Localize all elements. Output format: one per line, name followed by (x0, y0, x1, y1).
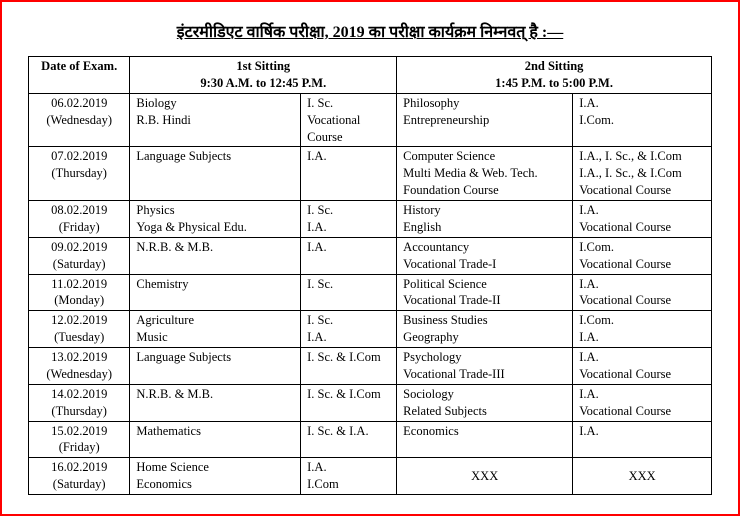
date-cell: 09.02.2019(Saturday) (29, 237, 130, 274)
sitting1-streams: I. Sc.Vocational Course (301, 93, 397, 147)
header-date: Date of Exam. (29, 57, 130, 94)
sitting1-streams: I. Sc.I.A. (301, 311, 397, 348)
sitting2-subjects: Computer ScienceMulti Media & Web. Tech.… (397, 147, 573, 201)
sitting1-streams: I. Sc. & I.A. (301, 421, 397, 458)
page-title: इंटरमीडिएट वार्षिक परीक्षा, 2019 का परीक… (28, 20, 712, 42)
table-row: 09.02.2019(Saturday)N.R.B. & M.B.I.A.Acc… (29, 237, 712, 274)
sitting1-subjects: Language Subjects (130, 147, 301, 201)
table-row: 07.02.2019(Thursday)Language SubjectsI.A… (29, 147, 712, 201)
sitting2-streams: I.A., I. Sc., & I.ComI.A., I. Sc., & I.C… (573, 147, 712, 201)
sitting2-subjects: SociologyRelated Subjects (397, 384, 573, 421)
date-cell: 16.02.2019(Saturday) (29, 458, 130, 495)
sitting2-streams: I.A.Vocational Course (573, 384, 712, 421)
header-sitting2: 2nd Sitting 1:45 P.M. to 5:00 P.M. (397, 57, 712, 94)
header-sitting1: 1st Sitting 9:30 A.M. to 12:45 P.M. (130, 57, 397, 94)
table-row: 14.02.2019(Thursday)N.R.B. & M.B.I. Sc. … (29, 384, 712, 421)
sitting2-streams: I.A.Vocational Course (573, 201, 712, 238)
table-row: 06.02.2019(Wednesday)BiologyR.B. HindiI.… (29, 93, 712, 147)
sitting1-subjects: N.R.B. & M.B. (130, 384, 301, 421)
sitting2-subjects: HistoryEnglish (397, 201, 573, 238)
sitting1-streams: I.A.I.Com (301, 458, 397, 495)
sitting1-subjects: BiologyR.B. Hindi (130, 93, 301, 147)
sitting2-subjects: XXX (397, 458, 573, 495)
sitting1-subjects: N.R.B. & M.B. (130, 237, 301, 274)
sitting2-streams: XXX (573, 458, 712, 495)
date-cell: 13.02.2019(Wednesday) (29, 348, 130, 385)
sitting1-streams: I. Sc. & I.Com (301, 348, 397, 385)
sitting1-subjects: Home ScienceEconomics (130, 458, 301, 495)
date-cell: 07.02.2019(Thursday) (29, 147, 130, 201)
sitting1-streams: I.A. (301, 237, 397, 274)
table-row: 13.02.2019(Wednesday)Language SubjectsI.… (29, 348, 712, 385)
sitting1-subjects: Chemistry (130, 274, 301, 311)
table-row: 11.02.2019(Monday)ChemistryI. Sc.Politic… (29, 274, 712, 311)
sitting2-subjects: Political ScienceVocational Trade-II (397, 274, 573, 311)
sitting2-streams: I.Com.Vocational Course (573, 237, 712, 274)
sitting2-streams: I.A. (573, 421, 712, 458)
table-row: 08.02.2019(Friday)PhysicsYoga & Physical… (29, 201, 712, 238)
sitting2-streams: I.A.Vocational Course (573, 348, 712, 385)
sitting1-subjects: PhysicsYoga & Physical Edu. (130, 201, 301, 238)
date-cell: 14.02.2019(Thursday) (29, 384, 130, 421)
sitting2-subjects: AccountancyVocational Trade-I (397, 237, 573, 274)
sitting2-streams: I.Com.I.A. (573, 311, 712, 348)
sitting2-streams: I.A.I.Com. (573, 93, 712, 147)
table-row: 12.02.2019(Tuesday)AgricultureMusicI. Sc… (29, 311, 712, 348)
sitting1-streams: I.A. (301, 147, 397, 201)
table-row: 16.02.2019(Saturday)Home ScienceEconomic… (29, 458, 712, 495)
sitting2-subjects: PsychologyVocational Trade-III (397, 348, 573, 385)
sitting2-subjects: PhilosophyEntrepreneurship (397, 93, 573, 147)
sitting1-subjects: Mathematics (130, 421, 301, 458)
sitting1-streams: I. Sc. & I.Com (301, 384, 397, 421)
sitting2-subjects: Business StudiesGeography (397, 311, 573, 348)
date-cell: 15.02.2019(Friday) (29, 421, 130, 458)
sitting1-subjects: Language Subjects (130, 348, 301, 385)
table-row: 15.02.2019(Friday)MathematicsI. Sc. & I.… (29, 421, 712, 458)
exam-schedule-table: Date of Exam. 1st Sitting 9:30 A.M. to 1… (28, 56, 712, 495)
date-cell: 06.02.2019(Wednesday) (29, 93, 130, 147)
document-frame: इंटरमीडिएट वार्षिक परीक्षा, 2019 का परीक… (0, 0, 740, 516)
sitting2-streams: I.A.Vocational Course (573, 274, 712, 311)
date-cell: 11.02.2019(Monday) (29, 274, 130, 311)
date-cell: 12.02.2019(Tuesday) (29, 311, 130, 348)
sitting2-subjects: Economics (397, 421, 573, 458)
date-cell: 08.02.2019(Friday) (29, 201, 130, 238)
sitting1-streams: I. Sc.I.A. (301, 201, 397, 238)
sitting1-subjects: AgricultureMusic (130, 311, 301, 348)
sitting1-streams: I. Sc. (301, 274, 397, 311)
